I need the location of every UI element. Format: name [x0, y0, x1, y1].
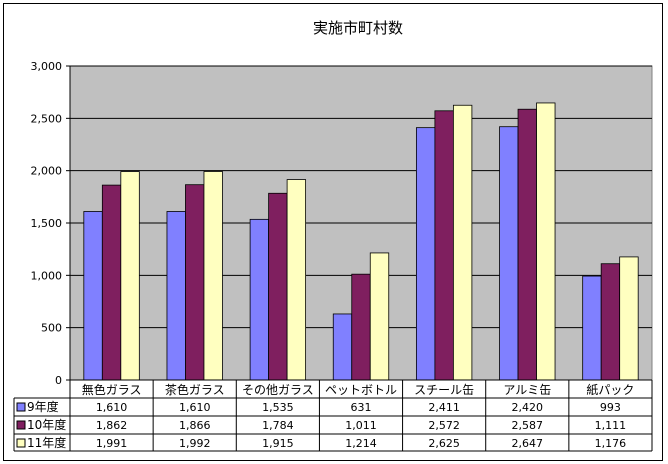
data-label: 1,784	[262, 419, 294, 432]
data-label: 2,420	[512, 401, 544, 414]
y-tick-label: 0	[55, 374, 62, 387]
y-tick-label: 2,500	[31, 112, 63, 125]
legend-label: 11年度	[27, 435, 66, 450]
category-label: 茶色ガラス	[165, 382, 225, 397]
bar-11年度-茶色ガラス	[203, 171, 223, 381]
bar-9年度-スチール缶	[415, 127, 436, 381]
legend-key	[16, 402, 26, 412]
y-tick-label: 1,500	[31, 217, 63, 230]
data-label: 2,587	[512, 419, 544, 432]
legend-label: 10年度	[27, 417, 66, 432]
data-label: 631	[351, 401, 372, 414]
bar-9年度-その他ガラス	[249, 218, 270, 381]
category-label: 無色ガラス	[82, 382, 142, 397]
bar-10年度-茶色ガラス	[185, 184, 205, 381]
y-tick-label: 2,000	[31, 165, 63, 178]
y-tick-label: 1,000	[31, 269, 63, 282]
y-tick-label: 500	[41, 322, 62, 335]
data-label: 1,214	[345, 437, 377, 450]
data-label: 2,572	[428, 419, 460, 432]
data-label: 1,535	[262, 401, 294, 414]
legend-key	[16, 438, 26, 448]
bar-9年度-アルミ缶	[499, 126, 519, 381]
bar-10年度-紙パック	[600, 263, 621, 381]
bar-11年度-無色ガラス	[120, 171, 140, 381]
bar-11年度-ペットボトル	[369, 252, 390, 381]
data-label: 1,915	[262, 437, 294, 450]
bar-9年度-茶色ガラス	[166, 211, 186, 381]
category-label: 紙パック	[586, 382, 634, 397]
category-label: スチール缶	[414, 383, 474, 397]
y-tick-label: 3,000	[31, 60, 63, 73]
bar-11年度-スチール缶	[452, 104, 473, 381]
bar-10年度-無色ガラス	[101, 184, 122, 381]
category-label: ペットボトル	[325, 383, 397, 397]
data-label: 2,625	[428, 437, 460, 450]
data-label: 993	[600, 401, 621, 414]
data-label: 1,610	[179, 401, 211, 414]
data-label: 1,176	[595, 437, 627, 450]
bar-9年度-紙パック	[582, 275, 602, 381]
bar-10年度-アルミ缶	[517, 108, 537, 381]
bar-11年度-アルミ缶	[536, 102, 556, 381]
bar-9年度-無色ガラス	[83, 211, 103, 381]
bar-9年度-ペットボトル	[332, 313, 353, 381]
legend-key	[16, 420, 26, 430]
data-label: 1,866	[179, 419, 211, 432]
bar-11年度-紙パック	[619, 256, 639, 381]
data-label: 1,991	[96, 437, 128, 450]
legend-label: 9年度	[27, 399, 59, 414]
data-label: 1,610	[96, 401, 128, 414]
data-label: 2,647	[512, 437, 544, 450]
category-label: アルミ缶	[503, 383, 551, 397]
data-label: 1,992	[179, 437, 211, 450]
bar-11年度-その他ガラス	[286, 179, 307, 381]
data-label: 1,011	[345, 419, 377, 432]
chart-title: 実施市町村数	[313, 19, 403, 37]
data-label: 2,411	[428, 401, 460, 414]
data-label: 1,111	[595, 419, 627, 432]
category-label: その他ガラス	[242, 383, 314, 397]
bar-10年度-スチール缶	[434, 110, 454, 381]
bar-10年度-その他ガラス	[268, 192, 288, 381]
data-label: 1,862	[96, 419, 128, 432]
bar-10年度-ペットボトル	[351, 273, 371, 381]
